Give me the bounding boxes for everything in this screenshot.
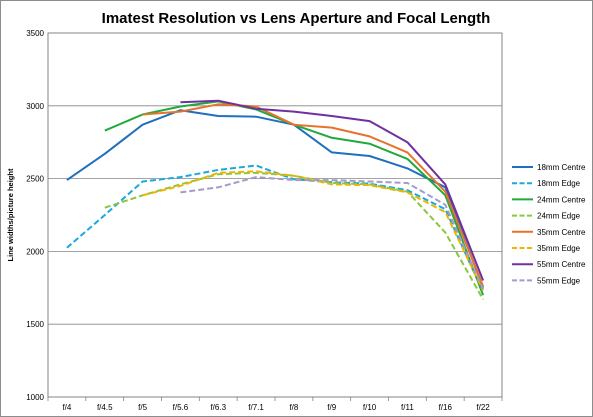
- legend-label: 18mm Centre: [537, 163, 586, 172]
- x-tick-label: f/4.5: [97, 403, 113, 412]
- legend-label: 55mm Centre: [537, 260, 586, 269]
- y-tick-label: 3000: [26, 102, 44, 111]
- y-tick-label: 2000: [26, 247, 44, 256]
- x-tick-label: f/5.6: [173, 403, 189, 412]
- legend-label: 24mm Edge: [537, 212, 581, 221]
- x-tick-label: f/8: [289, 403, 298, 412]
- series-line-24mm-edge: [104, 171, 484, 300]
- gridlines: [47, 32, 503, 398]
- legend: 18mm Centre 18mm Edge 24mm Centre 24mm Edge…: [512, 163, 586, 285]
- plot-area-border: [47, 32, 503, 398]
- y-axis-label: Line widths/picture height: [6, 168, 15, 261]
- series-line-18mm-edge: [66, 164, 485, 293]
- series-line-24mm-centre: [104, 100, 485, 296]
- y-tick-label: 1500: [26, 320, 44, 329]
- x-tick-label: f/9: [327, 403, 336, 412]
- series-line-35mm-centre: [142, 103, 485, 287]
- y-tick-label: 3500: [26, 29, 44, 38]
- x-tick-label: f/7.1: [248, 403, 264, 412]
- y-axis-ticks: 1000 1500 2000 2500 3000 3500: [26, 29, 44, 402]
- x-axis-ticks: f/4 f/4.5 f/5 f/5.6 f/6.3 f/7.1 f/8 f/9 f/10 f/11…: [47, 397, 503, 412]
- x-tick-label: f/6.3: [210, 403, 226, 412]
- x-tick-label: f/4: [62, 403, 71, 412]
- x-tick-label: f/16: [439, 403, 453, 412]
- x-tick-label: f/11: [401, 403, 414, 412]
- series-line-55mm-centre: [180, 99, 485, 281]
- legend-label: 35mm Edge: [537, 244, 581, 253]
- x-tick-label: f/5: [138, 403, 147, 412]
- series-line-18mm-centre: [66, 109, 485, 289]
- chart-title: Imatest Resolution vs Lens Aperture and …: [102, 10, 491, 27]
- series-lines: [66, 99, 485, 300]
- series-line-35mm-edge: [142, 170, 485, 292]
- legend-label: 18mm Edge: [537, 179, 581, 188]
- legend-label: 35mm Centre: [537, 228, 586, 237]
- series-line-55mm-edge: [180, 176, 485, 290]
- x-tick-label: f/10: [363, 403, 377, 412]
- y-tick-label: 2500: [26, 175, 44, 184]
- y-tick-label: 1000: [26, 393, 44, 402]
- legend-label: 55mm Edge: [537, 276, 581, 285]
- x-tick-label: f/22: [476, 403, 490, 412]
- legend-label: 24mm Centre: [537, 195, 586, 204]
